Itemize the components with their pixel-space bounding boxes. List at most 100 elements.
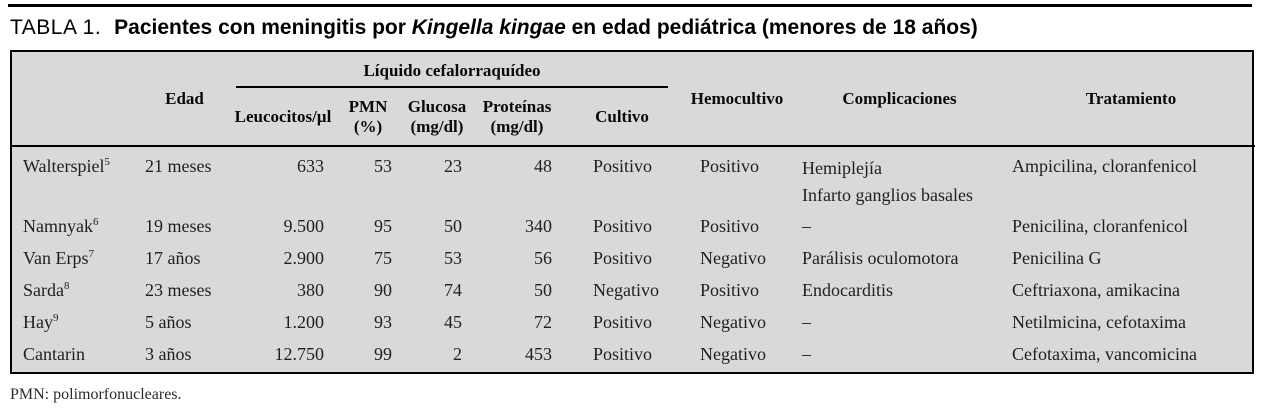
cell-complicaciones: Endocarditis [802, 279, 894, 300]
cell-tratamiento: Cefotaxima, vancomicina [1012, 344, 1197, 364]
cell-author: Walterspiel5 [12, 146, 137, 210]
table-row: Namnyak6 19 meses 9.500 95 50 340 Positi… [12, 210, 1255, 242]
cell-hemocultivo: Positivo [700, 156, 760, 176]
cell-proteinas: 453 [525, 344, 552, 364]
cell-cultivo: Positivo [593, 312, 653, 332]
reference-superscript: 9 [53, 312, 59, 324]
cell-cultivo: Positivo [593, 156, 653, 176]
cell-complicaciones: Parálisis oculomotora [802, 247, 959, 268]
col-header-author-empty [12, 52, 137, 147]
cell-glucosa: 53 [444, 248, 462, 268]
cell-hemocultivo: Positivo [700, 280, 760, 300]
data-table: Edad Líquido cefalorraquídeo Hemocultivo… [12, 52, 1256, 370]
cell-leucocitos: 9.500 [283, 216, 325, 236]
cell-edad: 5 años [145, 312, 192, 332]
table-row: Hay9 5 años 1.200 93 45 72 Positivo Nega… [12, 306, 1255, 338]
cell-glucosa: 2 [453, 344, 462, 364]
col-header-complicaciones: Complicaciones [792, 52, 1008, 147]
table-row: Van Erps7 17 años 2.900 75 53 56 Positiv… [12, 242, 1255, 274]
cell-complicaciones: – [802, 311, 812, 332]
col-header-glucosa: Glucosa (mg/dl) [402, 88, 472, 147]
author-name: Walterspiel [23, 156, 105, 176]
cell-edad: 17 años [145, 248, 201, 268]
cell-hemocultivo: Negativo [700, 344, 767, 364]
reference-superscript: 6 [92, 216, 99, 228]
cell-tratamiento: Penicilina, cloranfenicol [1012, 216, 1188, 236]
cell-leucocitos: 633 [297, 156, 324, 176]
cell-glucosa: 74 [444, 280, 462, 300]
table-row: Cantarin 3 años 12.750 99 2 453 Positivo… [12, 338, 1255, 370]
group-header-lcr: Líquido cefalorraquídeo [232, 52, 682, 88]
table-row: Walterspiel5 21 meses 633 53 23 48 Posit… [12, 146, 1255, 210]
cell-cultivo: Positivo [593, 248, 653, 268]
table-header: Edad Líquido cefalorraquídeo Hemocultivo… [12, 52, 1256, 147]
author-name: Sarda [23, 280, 64, 300]
cell-leucocitos: 2.900 [283, 248, 325, 268]
cell-glucosa: 50 [444, 216, 462, 236]
table-frame: Edad Líquido cefalorraquídeo Hemocultivo… [10, 50, 1256, 374]
caption-species: Kingella kingae [411, 16, 566, 39]
cell-edad: 19 meses [145, 216, 212, 236]
caption-text-1: Pacientes con meningitis por [114, 16, 412, 39]
cell-cultivo: Positivo [593, 344, 653, 364]
caption-label: TABLA 1. [10, 16, 102, 39]
group-header-lcr-label: Líquido cefalorraquídeo [236, 61, 669, 88]
col-header-leucocitos: Leucocitos/µl [232, 88, 334, 147]
col-header-hemocultivo: Hemocultivo [682, 52, 793, 147]
author-name: Cantarin [23, 344, 85, 364]
cell-glucosa: 23 [444, 156, 462, 176]
cell-author: Hay9 [12, 306, 137, 338]
cell-tratamiento: Ceftriaxona, amikacina [1012, 280, 1180, 300]
cell-author: Namnyak6 [12, 210, 137, 242]
cell-complicaciones: – [802, 343, 812, 364]
cell-pmn: 75 [374, 248, 392, 268]
cell-leucocitos: 12.750 [274, 344, 325, 364]
cell-proteinas: 56 [534, 248, 552, 268]
footnote: PMN: polimorfonucleares. [10, 386, 182, 403]
cell-edad: 23 meses [145, 280, 212, 300]
cell-pmn: 53 [374, 156, 392, 176]
author-name: Hay [23, 312, 53, 332]
reference-superscript: 5 [104, 156, 111, 168]
cell-author: Cantarin [12, 338, 137, 370]
cell-hemocultivo: Positivo [700, 216, 760, 236]
cell-cultivo: Positivo [593, 216, 653, 236]
top-rule [8, 4, 1252, 7]
table-caption: TABLA 1. Pacientes con meningitis por Kin… [10, 15, 1258, 41]
cell-pmn: 99 [374, 344, 392, 364]
author-name: Van Erps [23, 248, 89, 268]
cell-leucocitos: 1.200 [283, 312, 325, 332]
cell-hemocultivo: Negativo [700, 248, 767, 268]
col-header-tratamiento: Tratamiento [1007, 52, 1256, 147]
cell-proteinas: 50 [534, 280, 552, 300]
cell-proteinas: 72 [534, 312, 552, 332]
cell-edad: 21 meses [145, 156, 212, 176]
cell-tratamiento: Ampicilina, cloranfenicol [1012, 156, 1197, 176]
col-header-edad: Edad [137, 52, 232, 147]
cell-tratamiento: Netilmicina, cefotaxima [1012, 312, 1186, 332]
cell-proteinas: 340 [525, 216, 552, 236]
col-header-pmn: PMN (%) [334, 88, 402, 147]
table-row: Sarda8 23 meses 380 90 74 50 Negativo Po… [12, 274, 1255, 306]
cell-hemocultivo: Negativo [700, 312, 767, 332]
cell-author: Sarda8 [12, 274, 137, 306]
author-name: Namnyak [23, 216, 93, 236]
cell-complicaciones: Hemiplejía Infarto ganglios basales [802, 158, 973, 205]
cell-author: Van Erps7 [12, 242, 137, 274]
col-header-cultivo: Cultivo [562, 88, 683, 147]
col-header-proteinas: Proteínas (mg/dl) [472, 88, 562, 147]
cell-glucosa: 45 [444, 312, 462, 332]
cell-cultivo: Negativo [593, 280, 659, 300]
cell-edad: 3 años [145, 344, 192, 364]
cell-proteinas: 48 [534, 156, 552, 176]
reference-superscript: 7 [88, 248, 95, 260]
cell-complicaciones: – [802, 215, 812, 236]
table-body: Walterspiel5 21 meses 633 53 23 48 Posit… [12, 146, 1255, 370]
reference-superscript: 8 [63, 280, 70, 292]
cell-leucocitos: 380 [297, 280, 324, 300]
cell-pmn: 95 [374, 216, 392, 236]
cell-tratamiento: Penicilina G [1012, 248, 1102, 268]
cell-pmn: 93 [374, 312, 392, 332]
cell-pmn: 90 [374, 280, 392, 300]
caption-text-2: en edad pediátrica (menores de 18 años) [565, 16, 978, 39]
